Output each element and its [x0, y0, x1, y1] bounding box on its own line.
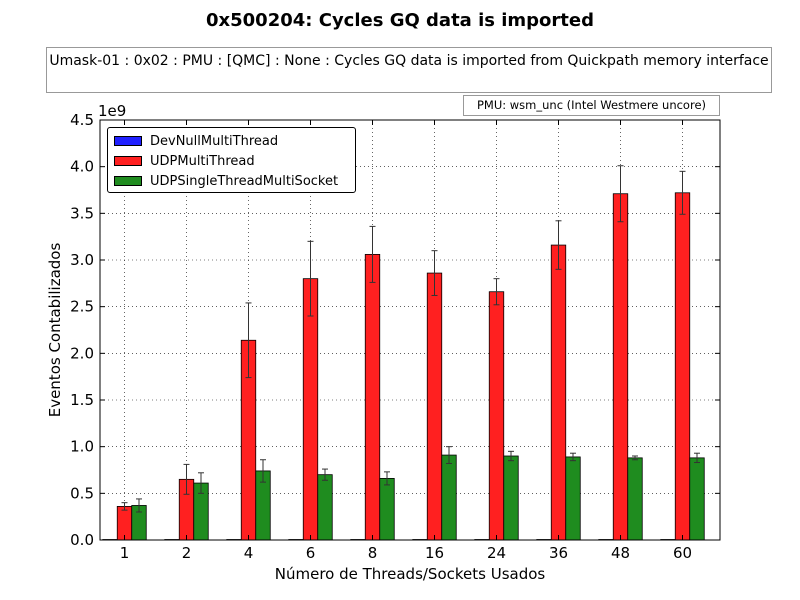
bar-UDPSingleThreadMultiSocket: [565, 456, 581, 541]
bar-UDPSingleThreadMultiSocket: [441, 454, 457, 541]
bar-UDPMultiThread: [612, 193, 629, 541]
bar-UDPMultiThread: [302, 278, 319, 541]
bar-UDPMultiThread: [674, 192, 691, 541]
bar-UDPMultiThread: [550, 244, 567, 541]
bar-UDPSingleThreadMultiSocket: [627, 457, 643, 541]
x-tick-label: 48: [611, 544, 630, 562]
bar-UDPSingleThreadMultiSocket: [503, 455, 519, 541]
bar-UDPSingleThreadMultiSocket: [317, 474, 333, 541]
legend-swatch: [114, 176, 142, 186]
x-tick-label: 4: [244, 544, 254, 562]
x-tick-label: 8: [368, 544, 378, 562]
y-multiplier-label: 1e9: [98, 102, 126, 120]
y-axis-label: Eventos Contabilizados: [46, 243, 64, 418]
x-axis-label: Número de Threads/Sockets Usados: [275, 565, 546, 583]
y-tick-label: 4.5: [70, 111, 94, 129]
x-tick-label: 2: [182, 544, 192, 562]
chart-title: 0x500204: Cycles GQ data is imported: [205, 10, 594, 31]
x-tick-label: 16: [425, 544, 444, 562]
legend-swatch: [114, 156, 142, 166]
chart-subtitle: Umask-01 : 0x02 : PMU : [QMC] : None : C…: [46, 47, 772, 93]
bar-UDPMultiThread: [488, 291, 505, 541]
bar-UDPSingleThreadMultiSocket: [379, 477, 395, 541]
legend-item: DevNullMultiThread: [114, 131, 355, 151]
x-tick-label: 36: [549, 544, 568, 562]
y-tick-label: 0.5: [70, 484, 94, 502]
y-tick-label: 2.5: [70, 298, 94, 316]
pmu-annotation: PMU: wsm_unc (Intel Westmere uncore): [463, 95, 720, 116]
y-tick-label: 3.5: [70, 204, 94, 222]
legend-label: UDPSingleThreadMultiSocket: [150, 173, 339, 189]
plot-frame: [99, 119, 721, 541]
y-tick-label: 0.0: [70, 531, 94, 549]
bar-UDPMultiThread: [116, 505, 133, 541]
legend-swatch: [114, 136, 142, 146]
y-tick-label: 1.5: [70, 391, 94, 409]
y-tick-label: 4.0: [70, 158, 94, 176]
legend-item: UDPMultiThread: [114, 151, 355, 171]
bar-UDPMultiThread: [364, 253, 381, 541]
bar-UDPSingleThreadMultiSocket: [689, 457, 705, 541]
y-tick-label: 3.0: [70, 251, 94, 269]
bars-layer: [102, 165, 705, 541]
legend: DevNullMultiThread UDPMultiThread UDPSin…: [107, 127, 356, 193]
y-tick-label: 2.0: [70, 344, 94, 362]
legend-label: UDPMultiThread: [150, 153, 255, 169]
legend-item: UDPSingleThreadMultiSocket: [114, 171, 355, 191]
bar-UDPMultiThread: [426, 272, 443, 541]
y-tick-label: 1.0: [70, 438, 94, 456]
ticks-layer: 0.00.51.01.52.02.53.03.54.04.51 2 4 6 8 16 24 3…: [70, 111, 720, 562]
x-tick-label: 1: [120, 544, 130, 562]
x-tick-label: 6: [306, 544, 316, 562]
x-tick-label: 24: [487, 544, 506, 562]
x-tick-label: 60: [673, 544, 692, 562]
legend-label: DevNullMultiThread: [150, 133, 279, 149]
